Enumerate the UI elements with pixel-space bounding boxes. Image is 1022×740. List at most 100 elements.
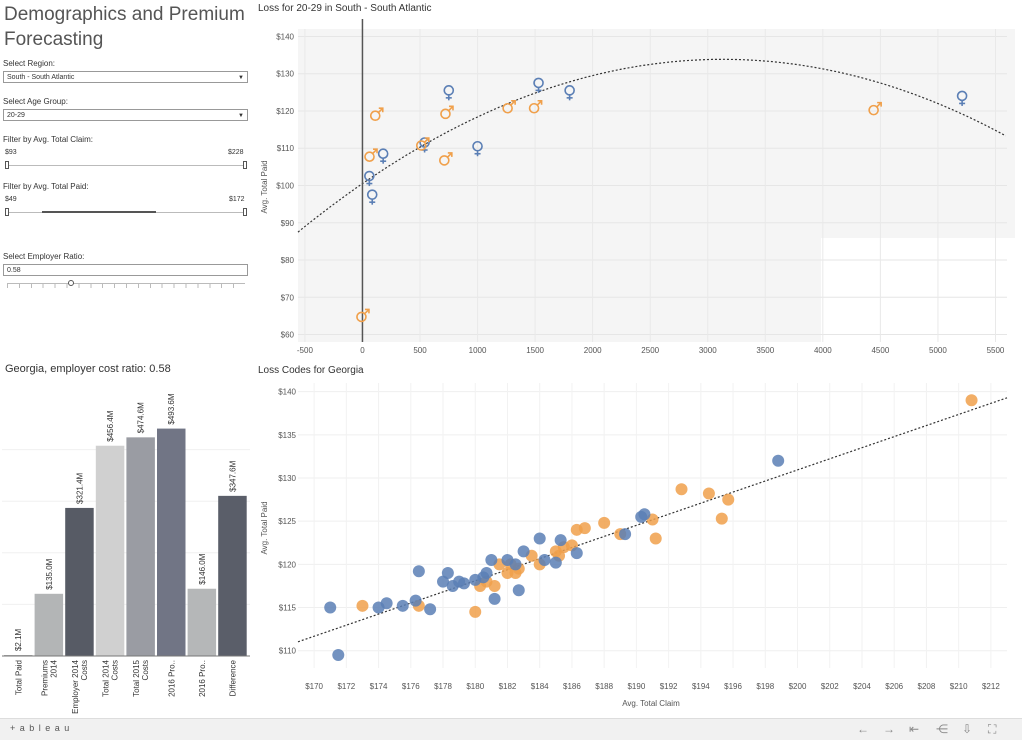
region-select[interactable]: South - South Atlantic ▼ [3,71,248,83]
blue-point [412,565,425,578]
male-point [528,99,543,114]
bar-category-label: Difference [228,659,237,696]
employer-ratio-input[interactable]: 0.58 [3,264,248,276]
loss-trend-line [297,58,1007,233]
loss-x-tick: 5500 [987,346,1005,355]
loss-y-tick: $120 [276,107,294,116]
loss-y-tick: $60 [281,331,295,340]
female-point [956,90,968,106]
female-point [533,77,544,93]
orange-point [469,605,482,618]
paid-slider-min-handle[interactable] [5,208,9,216]
codes-x-tick: $182 [499,682,517,691]
codes-y-label: Avg. Total Paid [260,501,269,554]
bar [34,593,64,656]
age-group-select[interactable]: 20-29 ▼ [3,109,248,121]
age-group-select-value: 20-29 [7,112,25,119]
claim-slider-max-handle[interactable] [243,161,247,169]
codes-x-tick: $194 [692,682,710,691]
loss-y-tick: $70 [281,293,295,302]
codes-x-tick: $212 [982,682,1000,691]
orange-point [649,532,662,545]
blue-point [396,599,409,612]
bar-category-label: Total 2015 [132,659,141,696]
blue-point [533,532,546,545]
bar-category-label: Costs [141,660,150,680]
blue-point [457,577,470,590]
blue-point [480,567,493,579]
region-select-value: South - South Atlantic [7,74,75,81]
bar-value-label: $146.0M [198,553,207,584]
bar [187,588,217,656]
bar-category-label: Employer 2014 [71,659,80,713]
codes-x-tick: $186 [563,682,581,691]
codes-y-tick: $115 [279,604,297,613]
codes-grid [298,383,1007,668]
loss-x-tick: -500 [297,346,314,355]
female-point [472,140,483,157]
blue-point [619,528,632,541]
bar-value-label: $2.1M [14,628,23,651]
bar [95,445,125,656]
blue-point [488,592,501,605]
orange-point [675,483,688,496]
download-icon[interactable]: ⇩ [962,722,973,736]
loss-x-tick: 0 [360,346,365,355]
bar-category-label: 2016 Pro.. [198,660,207,697]
codes-x-tick: $210 [950,682,968,691]
codes-x-tick: $178 [434,682,452,691]
codes-x-tick: $208 [918,682,936,691]
loss-y-tick: $100 [276,182,294,191]
loss-chart-title: Loss for 20-29 in South - South Atlantic [258,3,432,14]
blue-point [538,554,551,567]
codes-x-tick: $176 [402,682,420,691]
bar [218,495,247,656]
paid-slider-range [42,211,156,213]
share-icon[interactable]: ⋲ [936,722,948,736]
undo-icon[interactable]: ← [857,722,869,736]
loss-x-tick: 5000 [929,346,947,355]
age-group-label: Select Age Group: [3,97,68,106]
loss-codes-chart: Avg. Total Paid Avg. Total Claim $110$11… [260,383,1008,708]
codes-x-tick: $172 [337,682,355,691]
loss-x-tick: 4500 [871,346,889,355]
bar-category-label: Costs [80,660,89,680]
ratio-slider-handle[interactable] [68,280,74,286]
ratio-slider-track[interactable] [7,283,245,284]
blue-point [570,547,583,560]
codes-y-tick: $130 [278,474,296,483]
loss-codes-title: Loss Codes for Georgia [258,365,364,376]
paid-filter-label: Filter by Avg. Total Paid: [3,182,89,191]
bar-category-label: Premiums [40,660,49,696]
codes-y-tick: $110 [279,647,297,656]
loss-y-tick: $110 [277,144,295,153]
codes-x-tick: $202 [821,682,839,691]
redo-icon[interactable]: → [883,722,895,736]
male-point [502,99,516,114]
fullscreen-icon[interactable]: ⛶ [988,722,997,736]
codes-points [324,394,978,662]
revert-icon[interactable]: ⇤ [909,722,920,736]
paid-slider-max-handle[interactable] [243,208,247,216]
loss-x-tick: 2500 [641,346,659,355]
male-point [868,101,882,116]
bar [65,507,94,656]
blue-point [485,554,498,567]
chevron-down-icon: ▼ [238,75,244,81]
male-point [440,105,454,120]
bar-value-label: $347.6M [228,460,237,491]
blue-point [441,567,454,579]
loss-chart: Avg. Total Paid $60 $70 $80 $90 $100 $110 $120… [260,19,1015,355]
codes-x-tick: $206 [885,682,903,691]
loss-ticks: $60 $70 $80 $90 $100 $110 $120 $130 $140 -500 0 500… [276,32,1005,355]
tableau-logo: + a b l e a u [10,723,71,733]
female-point [443,85,455,101]
loss-x-tick: 4000 [814,346,832,355]
male-point [369,107,384,122]
claim-slider-track[interactable] [7,165,245,166]
region-label: Select Region: [3,59,56,68]
loss-x-tick: 3500 [756,346,774,355]
paid-filter-max: $172 [229,196,245,203]
claim-slider-min-handle[interactable] [5,161,9,169]
bar-category-label: Costs [111,660,120,680]
